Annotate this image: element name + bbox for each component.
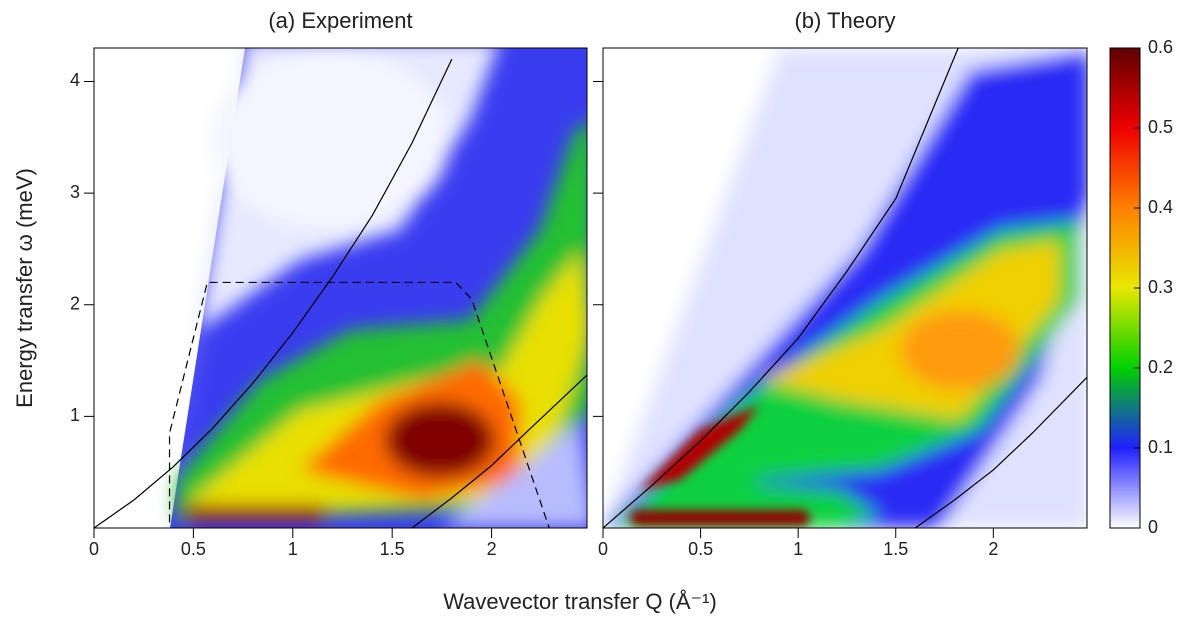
heatmap-b — [603, 48, 1087, 528]
x-tick-label: 2 — [988, 539, 998, 559]
panel-title: (a) Experiment — [268, 8, 412, 33]
y-tick-label: 1 — [70, 405, 80, 425]
curves — [94, 58, 587, 528]
y-tick-label: 3 — [70, 182, 80, 202]
curve — [94, 58, 453, 528]
x-tick-label: 0 — [89, 539, 99, 559]
colorbar-tick-label: 0.4 — [1148, 197, 1173, 217]
x-tick-label: 1.5 — [380, 539, 405, 559]
x-tick-label: 1.5 — [883, 539, 908, 559]
x-tick-label: 1 — [793, 539, 803, 559]
x-tick-label: 0 — [598, 539, 608, 559]
x-axis-label: Wavevector transfer Q (Å⁻¹) — [443, 589, 717, 614]
curve — [914, 376, 1087, 528]
colorbar-tick-label: 0 — [1148, 517, 1158, 537]
heatmap-a — [165, 48, 587, 528]
y-axis-label: Energy transfer ω (meV) — [12, 168, 37, 408]
colorbar-tick-label: 0.2 — [1148, 357, 1173, 377]
x-tick-label: 2 — [487, 539, 497, 559]
plot-frame — [93, 47, 588, 529]
y-tick-label: 4 — [70, 70, 80, 90]
curve — [168, 281, 550, 528]
x-tick-label: 1 — [288, 539, 298, 559]
colorbar-tick-label: 0.1 — [1148, 437, 1173, 457]
x-tick-label: 0.5 — [688, 539, 713, 559]
panel-title: (b) Theory — [794, 8, 895, 33]
x-tick-label: 0.5 — [181, 539, 206, 559]
curves — [603, 48, 1087, 528]
y-tick-label: 2 — [70, 293, 80, 313]
colorbar-tick-label: 0.5 — [1148, 117, 1173, 137]
curve — [603, 48, 959, 528]
colorbar-tick-label: 0.3 — [1148, 277, 1173, 297]
curve — [411, 374, 587, 528]
colorbar-tick-label: 0.6 — [1148, 37, 1173, 57]
plot-frame — [602, 47, 1088, 529]
